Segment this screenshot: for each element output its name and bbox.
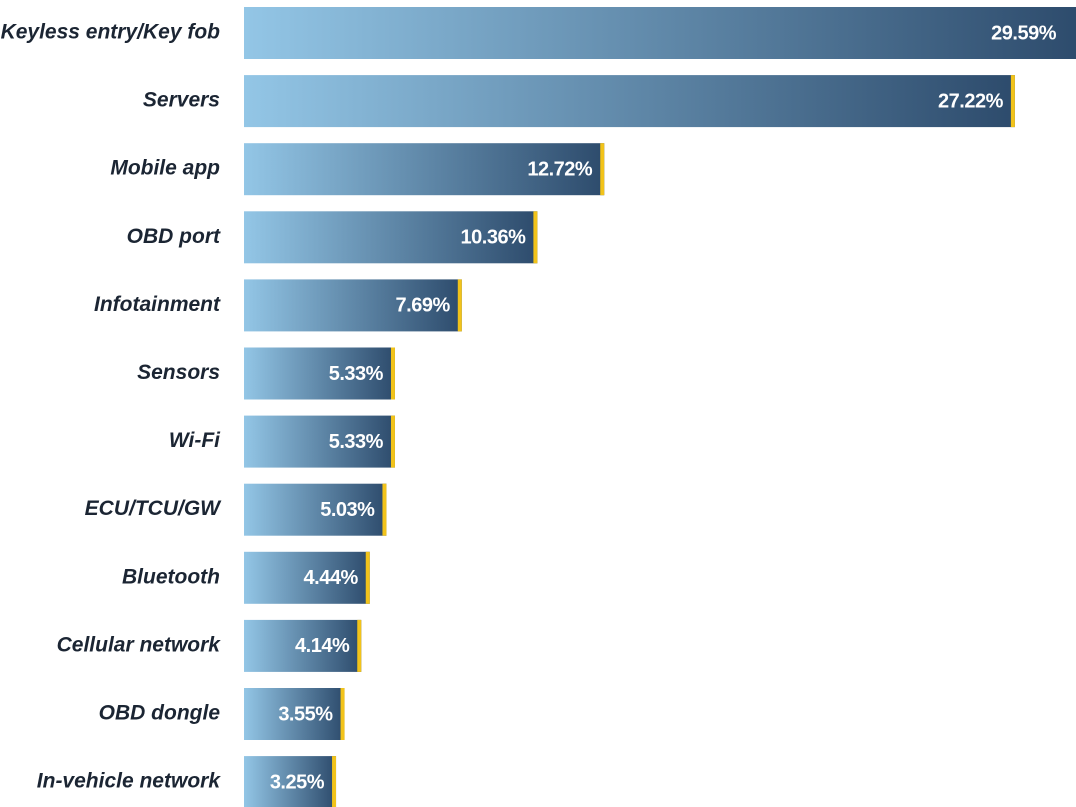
bar bbox=[244, 619, 362, 672]
bar-accent bbox=[600, 143, 605, 196]
category-label: OBD port bbox=[127, 225, 221, 248]
bar bbox=[244, 483, 387, 536]
value-label: 4.14% bbox=[295, 635, 350, 657]
bar-accent bbox=[390, 347, 395, 400]
bar bbox=[244, 143, 605, 196]
category-label: ECU/TCU/GW bbox=[85, 497, 223, 520]
value-label: 29.59% bbox=[991, 22, 1057, 44]
bar-accent bbox=[390, 415, 395, 468]
category-label: OBD dongle bbox=[99, 702, 221, 725]
category-label: Sensors bbox=[137, 361, 220, 384]
bar-accent bbox=[357, 619, 362, 672]
category-label: Cellular network bbox=[57, 633, 222, 656]
bar bbox=[244, 279, 462, 332]
bar bbox=[244, 211, 538, 264]
value-label: 3.55% bbox=[278, 703, 333, 725]
category-label: Wi-Fi bbox=[169, 429, 221, 452]
value-label: 7.69% bbox=[396, 295, 451, 317]
category-label: Servers bbox=[143, 89, 220, 112]
bar bbox=[244, 688, 345, 740]
value-label: 10.36% bbox=[461, 227, 527, 249]
category-label: Infotainment bbox=[94, 293, 221, 316]
bar-accent bbox=[382, 483, 387, 536]
category-label: Bluetooth bbox=[122, 565, 220, 588]
bar-accent bbox=[533, 211, 538, 264]
bar bbox=[244, 756, 337, 807]
category-label: Keyless entry/Key fob bbox=[1, 21, 221, 44]
value-label: 3.25% bbox=[270, 771, 325, 793]
value-label: 5.03% bbox=[320, 499, 375, 521]
bar bbox=[244, 347, 395, 400]
bar bbox=[244, 551, 370, 604]
value-label: 12.72% bbox=[527, 158, 593, 180]
value-label: 5.33% bbox=[329, 431, 384, 453]
category-label: Mobile app bbox=[110, 157, 220, 180]
value-label: 4.44% bbox=[304, 567, 359, 589]
bar-accent bbox=[332, 756, 337, 807]
bar bbox=[244, 415, 395, 468]
bar-accent bbox=[365, 551, 370, 604]
value-label: 27.22% bbox=[938, 90, 1004, 112]
bar-accent bbox=[340, 688, 345, 740]
value-label: 5.33% bbox=[329, 363, 384, 385]
category-label: In-vehicle network bbox=[37, 770, 222, 793]
bar-accent bbox=[457, 279, 462, 332]
bar bbox=[244, 75, 1015, 128]
bar-accent bbox=[1010, 75, 1015, 128]
bar bbox=[244, 7, 1076, 59]
